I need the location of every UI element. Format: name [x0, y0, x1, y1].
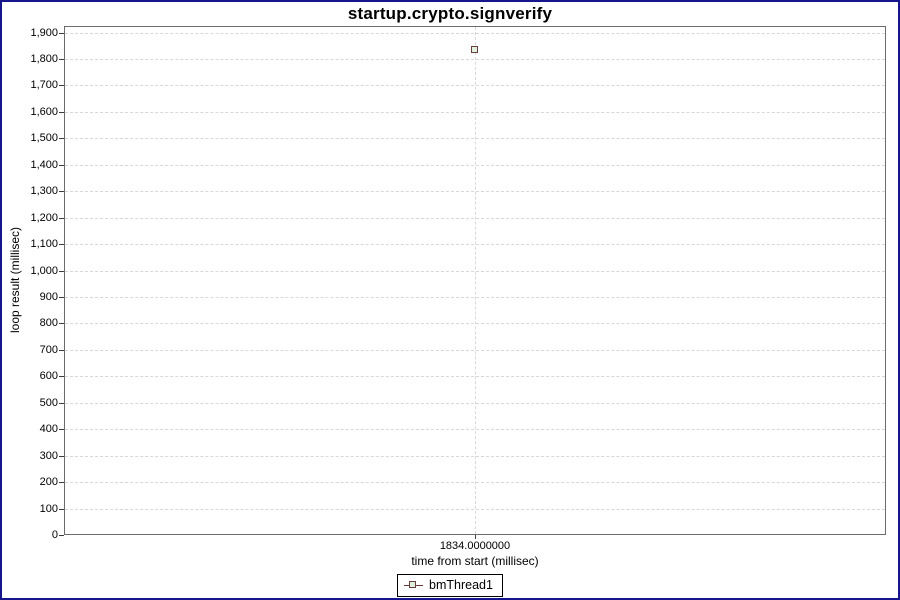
- x-tick-label: 1834.0000000: [439, 540, 511, 552]
- y-tick-label: 1,800: [30, 53, 58, 65]
- x-axis-title: time from start (millisec): [411, 554, 539, 568]
- y-tick-label: 600: [39, 370, 58, 382]
- y-tick-mark: [59, 244, 64, 245]
- y-tick-mark: [59, 403, 64, 404]
- y-tick-mark: [59, 376, 64, 377]
- y-tick-label: 800: [39, 317, 58, 329]
- y-tick-label: 1,100: [30, 238, 58, 250]
- y-tick-label: 1,200: [30, 212, 58, 224]
- y-tick-mark: [59, 350, 64, 351]
- y-tick-mark: [59, 535, 64, 536]
- y-tick-label: 500: [39, 397, 58, 409]
- y-tick-mark: [59, 456, 64, 457]
- y-tick-label: 1,000: [30, 265, 58, 277]
- y-tick-label: 700: [39, 344, 58, 356]
- y-axis-title: loop result (millisec): [8, 226, 22, 334]
- y-tick-label: 200: [39, 476, 58, 488]
- y-tick-mark: [59, 33, 64, 34]
- y-tick-mark: [59, 191, 64, 192]
- y-tick-label: 1,600: [30, 106, 58, 118]
- series-square-icon: [409, 581, 417, 588]
- y-tick-label: 100: [39, 503, 58, 515]
- y-tick-mark: [59, 138, 64, 139]
- y-tick-label: 1,900: [30, 27, 58, 39]
- y-tick-mark: [59, 85, 64, 86]
- legend-box: bmThread1: [397, 574, 503, 597]
- data-point-marker: [471, 46, 478, 53]
- x-tick-mark: [475, 535, 476, 539]
- y-tick-label: 1,400: [30, 159, 58, 171]
- y-tick-label: 300: [39, 450, 58, 462]
- y-tick-label: 900: [39, 291, 58, 303]
- y-tick-label: 400: [39, 423, 58, 435]
- y-tick-mark: [59, 218, 64, 219]
- y-tick-mark: [59, 271, 64, 272]
- y-tick-label: 1,700: [30, 79, 58, 91]
- y-tick-mark: [59, 509, 64, 510]
- legend: bmThread1: [2, 574, 898, 597]
- v-gridline: [475, 27, 476, 534]
- y-tick-mark: [59, 297, 64, 298]
- chart-title: startup.crypto.signverify: [347, 4, 553, 23]
- series-marker-icon: [404, 581, 424, 590]
- y-tick-mark: [59, 482, 64, 483]
- legend-series-label: bmThread1: [429, 578, 493, 592]
- y-tick-label: 0: [51, 529, 58, 541]
- y-tick-mark: [59, 59, 64, 60]
- y-tick-label: 1,500: [30, 132, 58, 144]
- y-tick-mark: [59, 429, 64, 430]
- y-tick-label: 1,300: [30, 185, 58, 197]
- y-tick-mark: [59, 112, 64, 113]
- y-tick-mark: [59, 165, 64, 166]
- y-tick-mark: [59, 323, 64, 324]
